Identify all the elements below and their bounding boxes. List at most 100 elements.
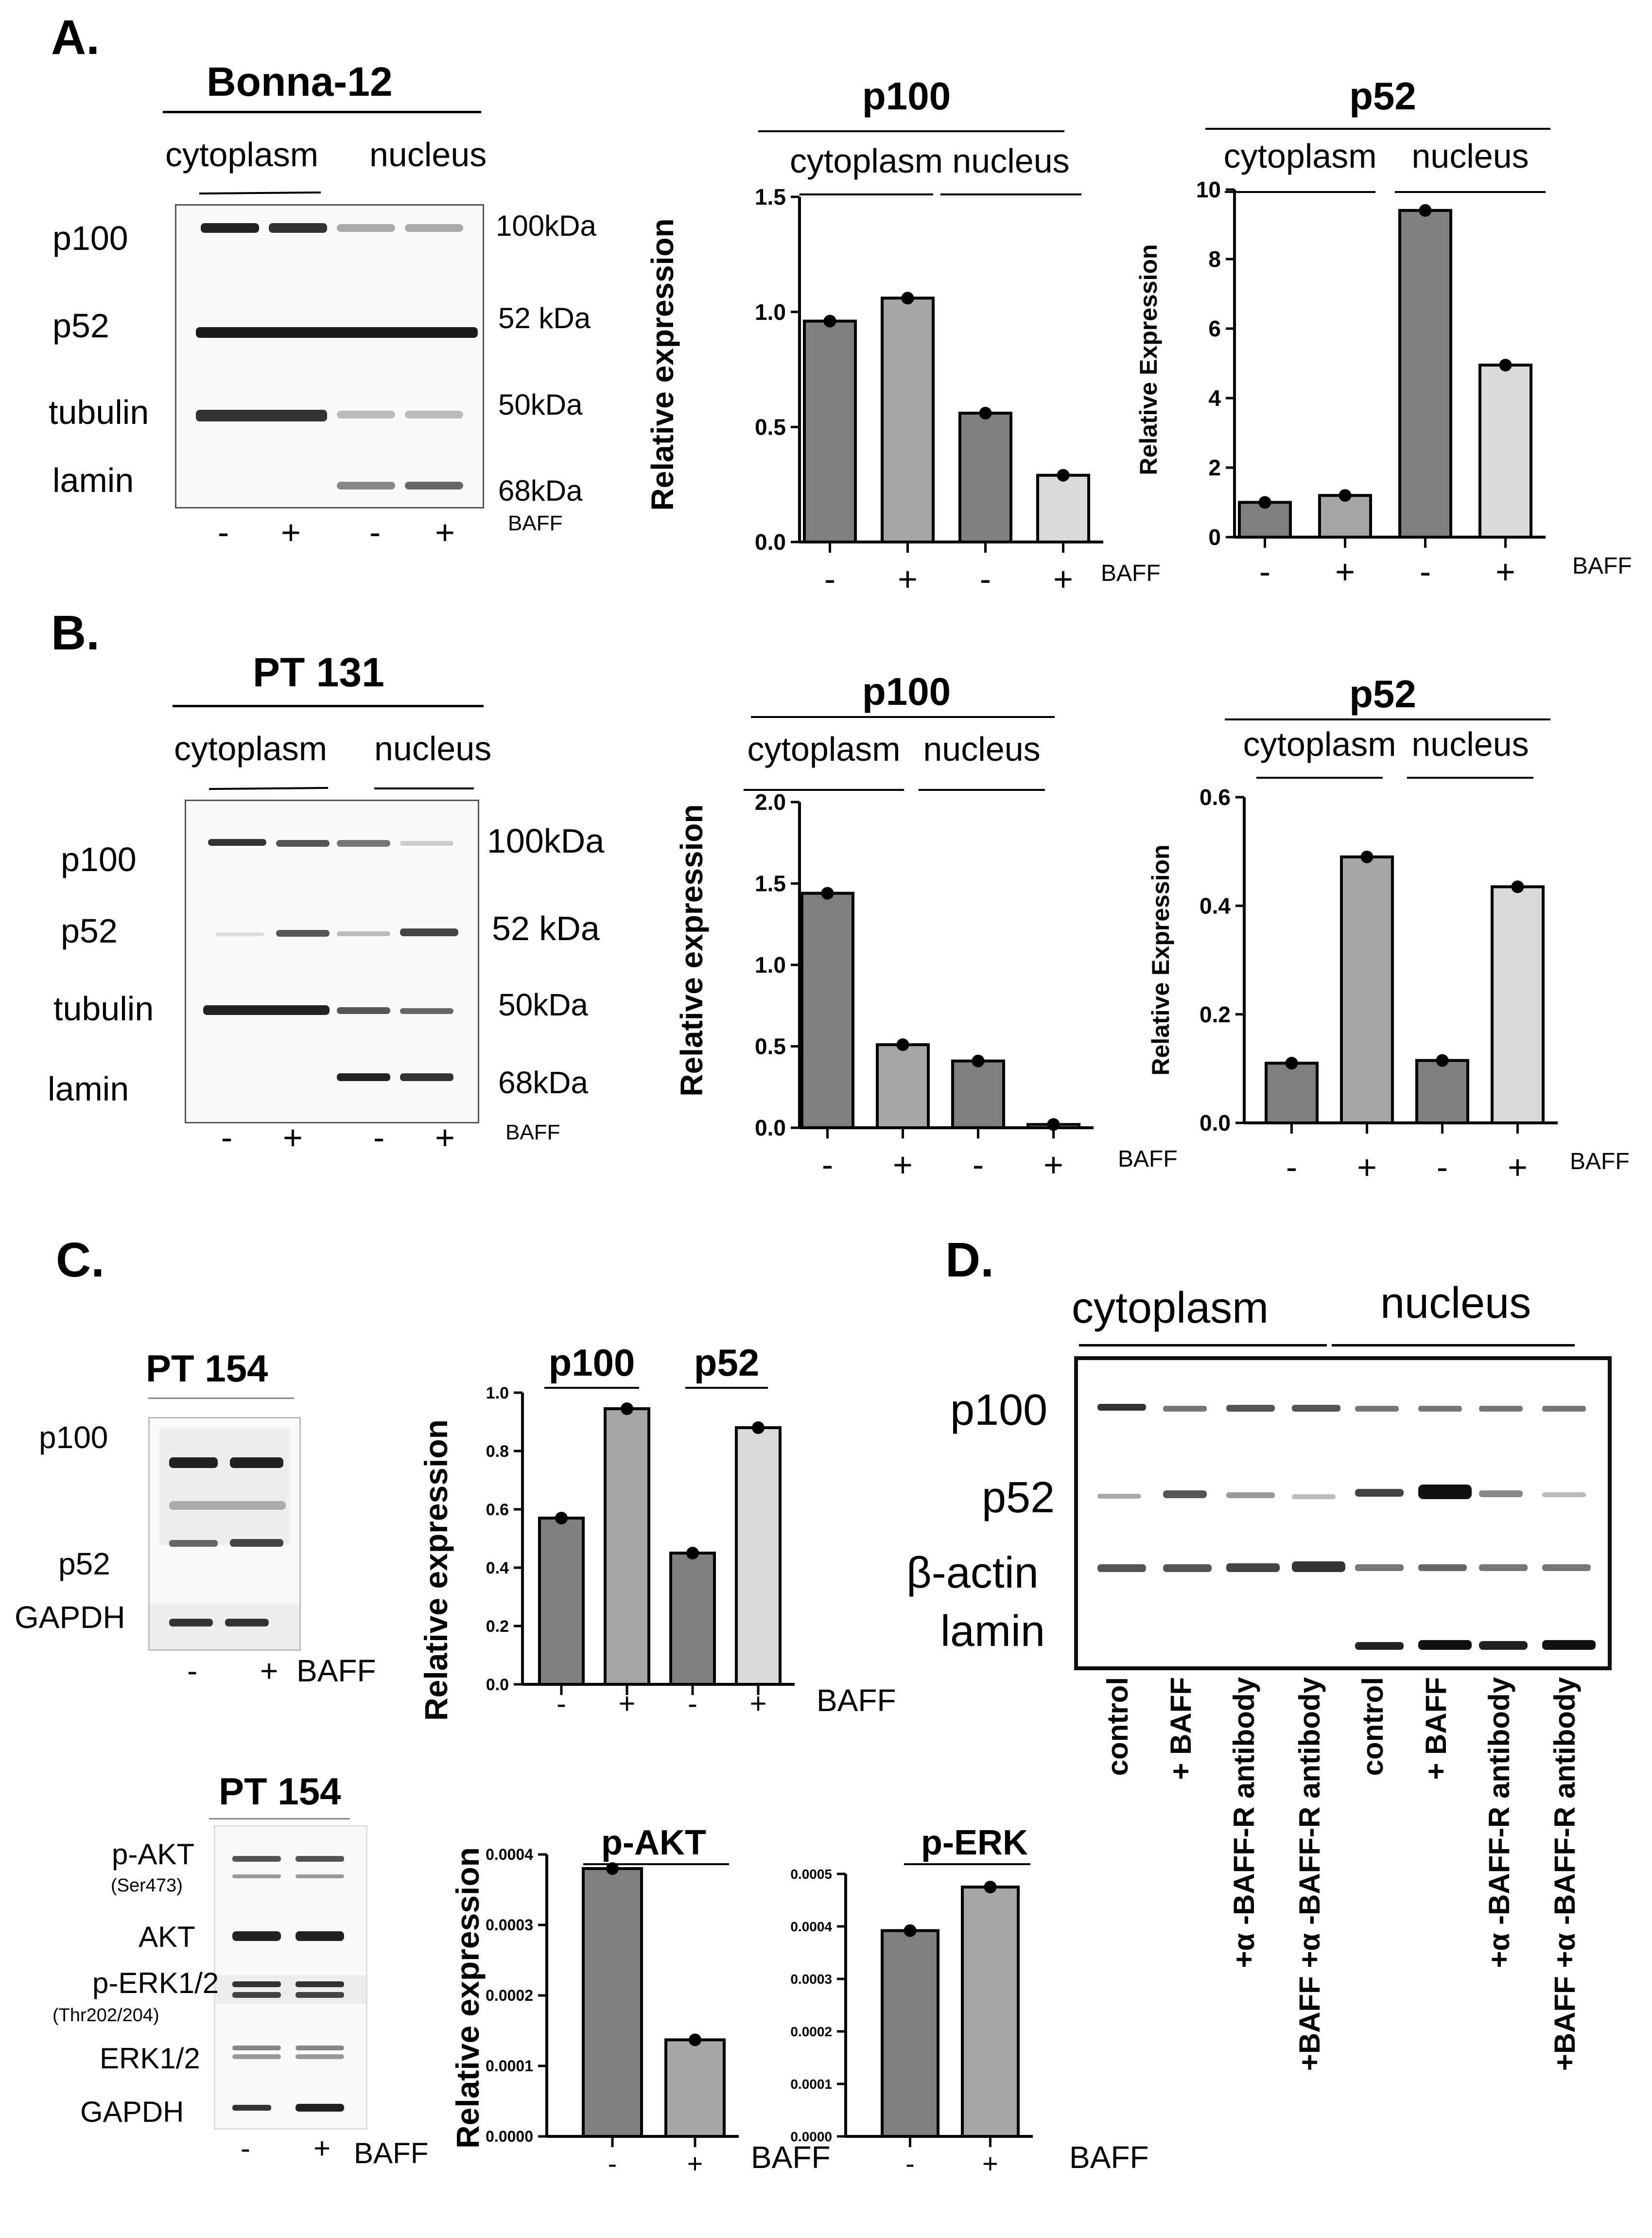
data-point bbox=[904, 1924, 917, 1937]
x-axis-label: BAFF bbox=[1572, 553, 1632, 579]
y-tick-label: 0.0004 bbox=[486, 1846, 533, 1863]
y-tick-label: 0.0 bbox=[755, 1115, 786, 1140]
data-point bbox=[1360, 850, 1374, 863]
panel-label-c: C. bbox=[56, 1233, 104, 1287]
group-label: p100 bbox=[549, 1341, 635, 1384]
band-label: lamin bbox=[52, 461, 134, 499]
y-tick-label: 0.0 bbox=[486, 1676, 509, 1694]
x-tick-label: + bbox=[1053, 560, 1073, 598]
lane-label: + BAFF bbox=[1420, 1677, 1452, 1780]
compartment-label: cytoplasm bbox=[165, 136, 319, 174]
x-tick-label: + bbox=[1357, 1148, 1377, 1186]
blot-bands bbox=[150, 1428, 299, 1649]
blot-title: Bonna-12 bbox=[207, 59, 393, 105]
panel-label-b: B. bbox=[51, 606, 100, 660]
y-tick-label: 2.0 bbox=[755, 789, 786, 815]
treatment-label: BAFF bbox=[505, 1120, 560, 1144]
bar bbox=[669, 1552, 716, 1686]
y-axis-label: Relative expression bbox=[450, 1847, 486, 2149]
x-tick-label: - bbox=[980, 560, 991, 598]
chart-title: p52 bbox=[1349, 74, 1416, 118]
bar bbox=[800, 892, 854, 1129]
data-point bbox=[1499, 359, 1512, 372]
bar bbox=[958, 411, 1012, 544]
blot-bands bbox=[196, 223, 478, 490]
treatment-sign: - bbox=[218, 513, 229, 551]
y-tick-label: 2 bbox=[1208, 455, 1221, 480]
size-label: 52 kDa bbox=[492, 909, 600, 947]
bar bbox=[1036, 473, 1090, 543]
chart-title: p-AKT bbox=[601, 1823, 706, 1862]
y-tick-label: 1.0 bbox=[755, 952, 786, 978]
y-axis-label: Relative Expression bbox=[1135, 244, 1162, 475]
compartment-label: nucleus bbox=[1380, 1279, 1531, 1328]
x-tick-label: + bbox=[1043, 1146, 1063, 1184]
x-tick-label: - bbox=[1437, 1148, 1448, 1186]
chart-title: p52 bbox=[1349, 672, 1416, 716]
x-tick-label: + bbox=[982, 2148, 998, 2179]
data-point bbox=[1511, 880, 1524, 893]
data-point bbox=[896, 1038, 909, 1051]
size-label: 52 kDa bbox=[498, 302, 591, 334]
data-point bbox=[1057, 469, 1070, 482]
bar bbox=[604, 1407, 650, 1686]
data-point bbox=[984, 1881, 997, 1893]
data-point bbox=[555, 1512, 568, 1524]
y-tick-label: 0.0000 bbox=[486, 2128, 533, 2145]
treatment-sign: - bbox=[221, 1119, 233, 1156]
x-tick-label: + bbox=[749, 1687, 766, 1720]
band-label: p100 bbox=[950, 1386, 1048, 1434]
x-tick-label: - bbox=[556, 1687, 566, 1720]
x-tick-label: + bbox=[687, 2148, 703, 2179]
x-axis-label: BAFF bbox=[817, 1683, 896, 1718]
y-tick-label: 1.0 bbox=[486, 1384, 509, 1402]
chart-title: p-ERK bbox=[921, 1823, 1028, 1862]
x-tick-label: - bbox=[608, 2148, 617, 2179]
band-label: p52 bbox=[58, 1546, 110, 1581]
band-label: (Ser473) bbox=[111, 1875, 183, 1896]
treatment-sign: - bbox=[241, 2132, 250, 2165]
data-point bbox=[821, 887, 834, 900]
compartment-label: cytoplasm bbox=[174, 730, 328, 768]
y-tick-label: 0.0001 bbox=[790, 2077, 832, 2092]
lane-label: + BAFF bbox=[1165, 1677, 1197, 1780]
y-tick-label: 0.6 bbox=[486, 1501, 509, 1519]
bar bbox=[735, 1426, 782, 1686]
blot-bands bbox=[215, 1856, 366, 2112]
band-label: AKT bbox=[139, 1921, 195, 1953]
bar bbox=[664, 2038, 726, 2138]
y-tick-label: 0.0003 bbox=[486, 1916, 533, 1934]
group-label: cytoplasm bbox=[1243, 725, 1396, 763]
data-point bbox=[606, 1862, 619, 1875]
y-tick-label: 0.4 bbox=[486, 1559, 509, 1577]
x-tick-label: + bbox=[618, 1687, 635, 1720]
band-label: p52 bbox=[982, 1473, 1055, 1522]
bar bbox=[538, 1517, 585, 1686]
band-label: p100 bbox=[39, 1420, 108, 1455]
y-tick-label: 0.0005 bbox=[790, 1867, 832, 1882]
band-label: β-actin bbox=[906, 1549, 1039, 1597]
bar bbox=[1491, 885, 1545, 1124]
x-tick-label: - bbox=[822, 1146, 833, 1184]
y-tick-label: 0.0003 bbox=[790, 1972, 832, 1987]
data-point bbox=[1419, 204, 1432, 217]
group-label: nucleus bbox=[952, 142, 1069, 180]
blot-bands bbox=[203, 839, 458, 1081]
bar bbox=[951, 1059, 1005, 1129]
compartment-label: nucleus bbox=[369, 136, 487, 174]
band-label: tubulin bbox=[53, 990, 154, 1028]
band-label: lamin bbox=[48, 1070, 129, 1108]
x-tick-label: + bbox=[1508, 1148, 1528, 1186]
bar bbox=[1415, 1059, 1469, 1124]
y-tick-label: 8 bbox=[1208, 246, 1221, 272]
y-tick-label: 0.8 bbox=[486, 1442, 509, 1461]
band-label: ERK1/2 bbox=[100, 2042, 200, 2075]
compartment-label: cytoplasm bbox=[1072, 1284, 1269, 1332]
blot-title: PT 131 bbox=[253, 649, 384, 695]
blot-title: PT 154 bbox=[146, 1347, 268, 1390]
blot-image bbox=[175, 204, 484, 508]
group-label: nucleus bbox=[1411, 137, 1529, 175]
y-tick-label: 0.0002 bbox=[486, 1987, 533, 2004]
lane-label: +α -BAFF-R antibody bbox=[1228, 1677, 1260, 1968]
band-label: p-ERK1/2 bbox=[92, 1967, 219, 1999]
